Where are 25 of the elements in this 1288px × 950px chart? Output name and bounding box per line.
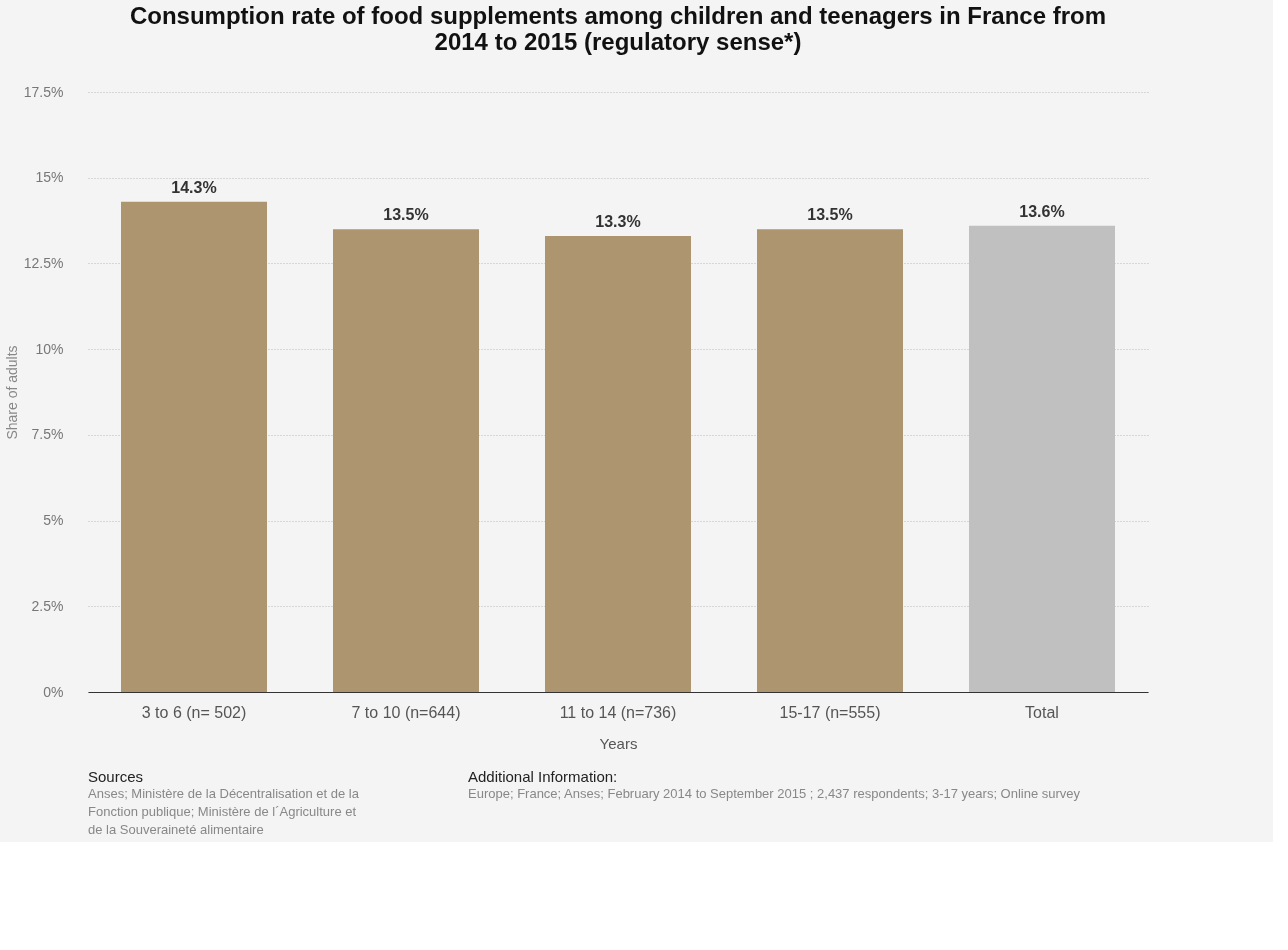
y-tick-label: 15%	[35, 169, 64, 186]
x-axis-title: Years	[599, 734, 638, 752]
data-label: 14.3%	[171, 178, 217, 196]
y-tick-label: 0%	[43, 683, 64, 700]
x-tick-label: Total	[1025, 703, 1059, 721]
data-label: 13.6%	[1019, 202, 1065, 220]
x-tick-label: 11 to 14 (n=736)	[559, 703, 677, 721]
y-tick-label: 2.5%	[31, 597, 64, 614]
text: Additional Information:	[468, 768, 618, 785]
x-tick-label: 3 to 6 (n= 502)	[141, 703, 247, 721]
text: Anses; Ministère de la Décentralisation et de la Fonction publique; Ministère de l´Agriculture et de la Souveraineté alimentaire	[88, 786, 360, 837]
y-axis-title: Share of adults	[3, 345, 20, 440]
data-label: 13.5%	[383, 206, 429, 224]
x-tick-label: 15-17 (n=555)	[779, 703, 881, 721]
y-tick-label: 17.5%	[23, 83, 64, 100]
x-tick-label: 7 to 10 (n=644)	[351, 703, 461, 721]
text: Europe; France; Anses; February 2014 to September 2015 ; 2,437 respondents; 3-17 years; Online survey	[468, 786, 1081, 801]
y-tick-label: 7.5%	[31, 426, 64, 443]
y-tick-label: 10%	[35, 340, 64, 357]
chart-title: Consumption rate of food supplements among children and teenagers in France from 2014 to 2015 (regulatory sense*)	[129, 2, 1107, 55]
data-label: 13.3%	[595, 213, 641, 230]
text: Sources	[88, 768, 144, 785]
y-tick-label: 12.5%	[23, 254, 64, 271]
y-tick-label: 5%	[43, 512, 64, 529]
data-label: 13.5%	[807, 206, 853, 224]
